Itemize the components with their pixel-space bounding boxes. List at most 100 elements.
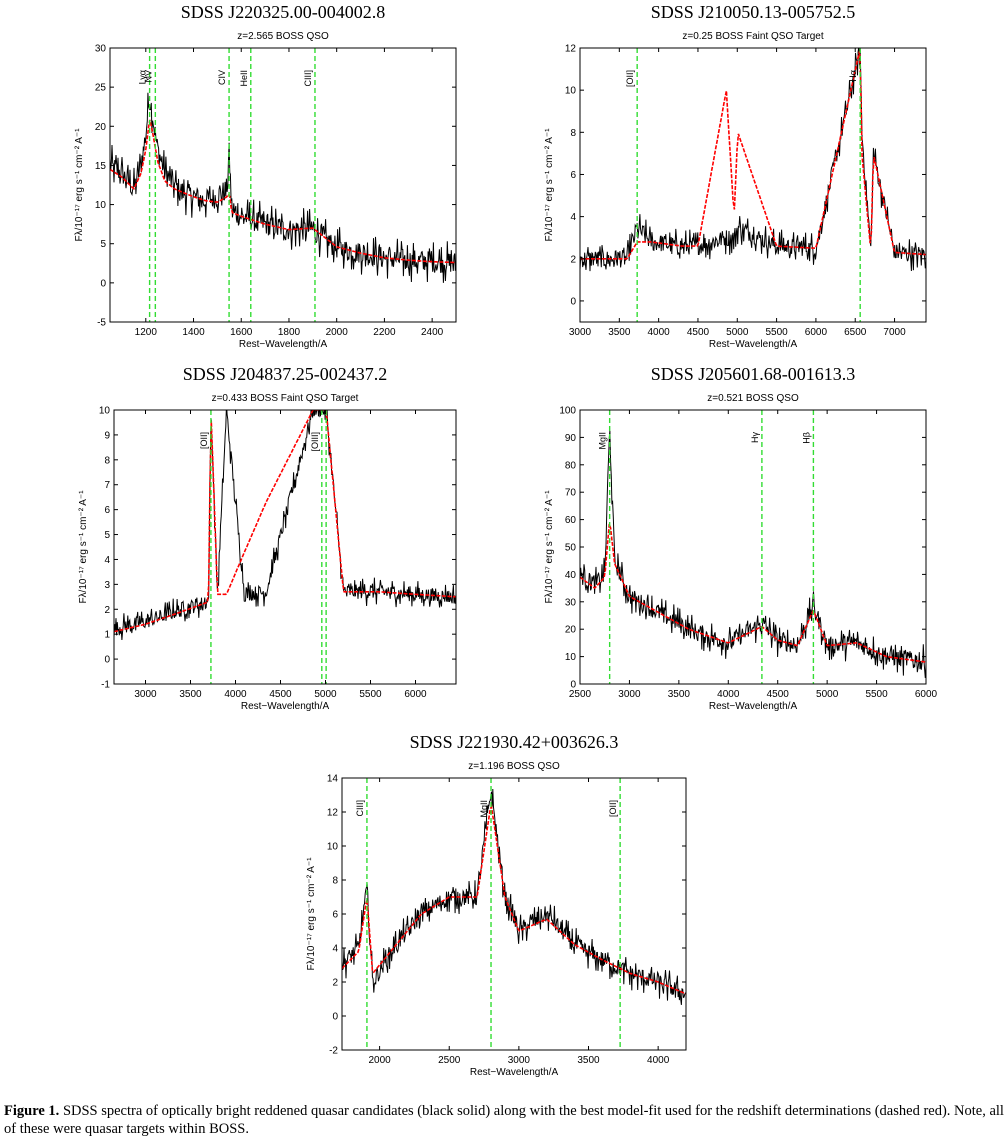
x-tick-label: 6000	[404, 689, 427, 700]
emission-line-label: CIV	[217, 70, 227, 85]
y-tick-label: 0	[100, 278, 106, 289]
y-tick-label: 5	[100, 239, 106, 250]
y-tick-label: 1	[104, 630, 110, 641]
emission-line-label: [OIII]	[310, 432, 320, 452]
chart-title: SDSS J204837.25-002437.2	[183, 364, 388, 384]
series-group	[110, 92, 456, 283]
y-tick-label: 14	[327, 774, 339, 785]
x-tick-label: 4000	[717, 689, 740, 700]
emission-line-label: CIII]	[355, 800, 365, 817]
x-axis-label: Rest−Wavelength/A	[241, 701, 330, 712]
x-tick-label: 2500	[569, 689, 592, 700]
x-tick-label: 6000	[805, 327, 828, 338]
y-tick-label: 15	[95, 161, 107, 172]
emission-line-label: Hβ	[801, 432, 811, 444]
spectrum-line	[114, 410, 456, 641]
chart-title: SDSS J220325.00-004002.8	[181, 2, 386, 22]
spectrum-line	[110, 92, 456, 283]
y-tick-label: 10	[565, 86, 577, 97]
x-tick-label: 3000	[134, 689, 157, 700]
y-tick-label: 7	[104, 480, 110, 491]
y-axis-label: Fλ/10⁻¹⁷ erg s⁻¹ cm⁻² A⁻¹	[306, 857, 317, 971]
model-fit-line	[580, 523, 926, 663]
series-group	[114, 410, 456, 641]
y-tick-label: 9	[104, 430, 110, 441]
x-tick-label: 5000	[816, 689, 839, 700]
y-tick-label: 30	[565, 597, 577, 608]
x-axis-label: Rest−Wavelength/A	[239, 339, 328, 350]
chart-panel-3: SDSS J204837.25-002437.2 z=0.433 BOSS Fai…	[78, 364, 457, 712]
x-tick-label: 2000	[326, 327, 349, 338]
emission-line-label: [OII]	[625, 70, 635, 87]
y-axis-label: Fλ/10⁻¹⁷ erg s⁻¹ cm⁻² A⁻¹	[544, 128, 555, 242]
y-tick-label: 10	[327, 842, 339, 853]
y-tick-label: 2	[104, 605, 110, 616]
y-tick-label: 4	[570, 212, 576, 223]
y-tick-label: 10	[565, 652, 577, 663]
x-tick-label: 2400	[421, 327, 444, 338]
model-fit-line	[114, 410, 456, 633]
x-tick-label: 3500	[577, 1055, 600, 1066]
plot-frame	[113, 409, 457, 685]
plot-frame	[579, 47, 927, 323]
emission-line-label: MgII	[598, 432, 608, 450]
chart-panel-4: SDSS J205601.68-001613.3 z=0.521 BOSS QSO…	[544, 364, 938, 712]
x-tick-label: 3500	[608, 327, 631, 338]
y-tick-label: 20	[95, 122, 107, 133]
y-tick-label: 6	[570, 170, 576, 181]
y-tick-label: 5	[104, 530, 110, 541]
x-tick-label: 5500	[359, 689, 382, 700]
x-tick-label: 5000	[726, 327, 749, 338]
x-tick-label: 4500	[767, 689, 790, 700]
chart-subtitle: z=0.433 BOSS Faint QSO Target	[212, 393, 359, 404]
chart-subtitle: z=0.521 BOSS QSO	[707, 393, 799, 404]
x-tick-label: 1400	[182, 327, 205, 338]
x-tick-label: 3000	[618, 689, 641, 700]
chart-panel-5: SDSS J221930.42+003626.3 z=1.196 BOSS QSO…	[306, 732, 687, 1078]
spectrum-line	[580, 430, 926, 678]
x-tick-label: 1800	[278, 327, 301, 338]
x-axis-label: Rest−Wavelength/A	[709, 339, 798, 350]
emission-line-label: [OII]	[608, 800, 618, 817]
y-tick-label: 8	[332, 876, 338, 887]
y-tick-label: 70	[565, 488, 577, 499]
x-tick-label: 4500	[687, 327, 710, 338]
x-tick-label: 6000	[915, 689, 938, 700]
x-tick-label: 2200	[373, 327, 396, 338]
emission-line-label: Lyα	[138, 70, 148, 84]
emission-line-label: [OII]	[199, 432, 209, 449]
model-fit-line	[342, 804, 686, 995]
y-tick-label: 3	[104, 580, 110, 591]
y-tick-label: 25	[95, 83, 107, 94]
x-tick-label: 4000	[648, 327, 671, 338]
emission-line-label: CIII]	[303, 70, 313, 87]
x-tick-label: 3000	[569, 327, 592, 338]
y-tick-label: 50	[565, 543, 577, 554]
model-fit-line	[110, 119, 456, 264]
y-tick-label: 4	[104, 555, 110, 566]
y-tick-label: 6	[332, 910, 338, 921]
y-tick-label: -2	[329, 1046, 338, 1057]
chart-title: SDSS J210050.13-005752.5	[651, 2, 856, 22]
y-tick-label: 8	[104, 455, 110, 466]
y-tick-label: 10	[95, 200, 107, 211]
x-tick-label: 2000	[368, 1055, 391, 1066]
y-tick-label: 40	[565, 570, 577, 581]
emission-line-label: MgII	[479, 800, 489, 818]
chart-subtitle: z=0.25 BOSS Faint QSO Target	[682, 31, 823, 42]
y-tick-label: 0	[570, 680, 576, 691]
y-tick-label: 8	[570, 128, 576, 139]
y-tick-label: -1	[101, 680, 110, 691]
x-tick-label: 5500	[765, 327, 788, 338]
emission-line-label: Hγ	[750, 432, 760, 443]
x-tick-label: 3500	[668, 689, 691, 700]
y-tick-label: 80	[565, 460, 577, 471]
chart-title: SDSS J221930.42+003626.3	[410, 732, 619, 752]
x-tick-label: 4000	[224, 689, 247, 700]
y-tick-label: -5	[97, 318, 106, 329]
y-tick-label: 4	[332, 944, 338, 955]
x-tick-label: 1200	[135, 327, 158, 338]
y-tick-label: 90	[565, 433, 577, 444]
x-tick-label: 2500	[438, 1055, 461, 1066]
x-tick-label: 4500	[269, 689, 292, 700]
